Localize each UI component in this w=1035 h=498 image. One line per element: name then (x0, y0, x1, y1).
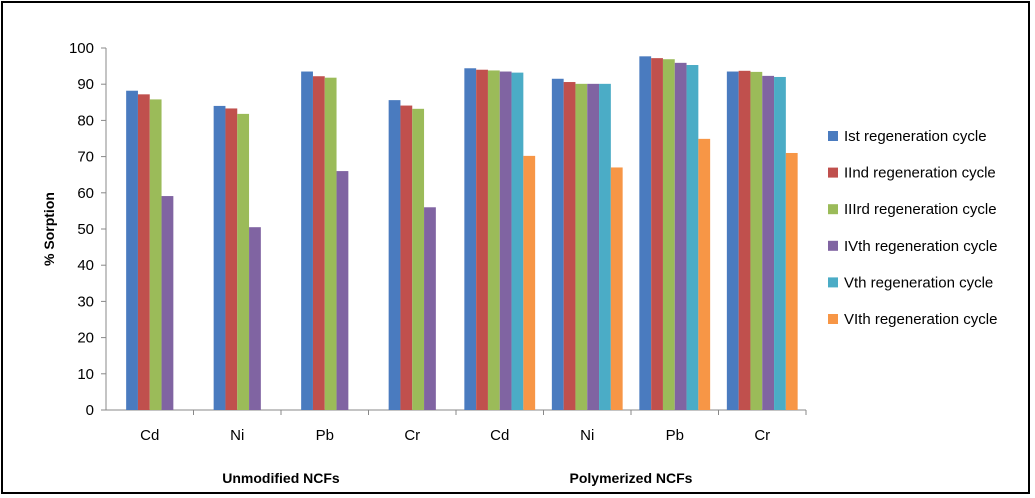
bar-series-1 (126, 90, 138, 410)
bar-series-1 (213, 105, 226, 411)
bar-series-3 (662, 59, 675, 411)
x-tick-label: Pb (666, 427, 684, 444)
legend-swatch (828, 314, 838, 324)
bar-series-4 (587, 83, 600, 410)
bar-series-1 (388, 100, 401, 411)
bar-series-4 (336, 171, 349, 410)
x-tick-label: Pb (316, 427, 334, 444)
legend-label: IVth regeneration cycle (844, 238, 997, 255)
legend-swatch (828, 131, 838, 141)
bar-series-1 (726, 71, 739, 410)
bar-series-3 (750, 71, 763, 410)
x-tick-label: Ni (580, 427, 594, 444)
bar-series-4 (762, 75, 775, 411)
bar-series-5 (511, 72, 524, 410)
legend-label: VIth regeneration cycle (844, 311, 997, 328)
bar-series-2 (137, 94, 150, 410)
y-tick-label: 10 (77, 366, 94, 383)
bar-series-3 (149, 99, 162, 411)
bar-series-2 (651, 58, 663, 411)
bar-series-1 (464, 68, 477, 410)
y-axis-ticks: 0 10 20 30 40 50 60 70 80 90 100 (69, 40, 106, 419)
bar-series-1 (551, 78, 564, 411)
legend: Ist regeneration cycle IInd regeneration … (828, 128, 997, 328)
bar-series-5 (599, 83, 611, 410)
bar-series-1 (639, 56, 652, 411)
legend-swatch (828, 167, 838, 178)
legend-label: Vth regeneration cycle (844, 274, 993, 291)
x-group-label: Unmodified NCFs (222, 470, 340, 486)
bar-series-4 (674, 62, 687, 410)
bar-series-2 (225, 108, 238, 410)
bar-series-6 (785, 152, 798, 411)
y-tick-label: 100 (69, 40, 94, 57)
y-axis-title: % Sorption (41, 192, 57, 266)
y-tick-label: 30 (77, 293, 94, 310)
legend-swatch (828, 240, 838, 251)
x-axis-category-labels: Cd Ni Pb Cr Cd Ni Pb Cr (140, 410, 807, 444)
y-tick-label: 40 (77, 257, 94, 274)
bar-series-2 (312, 76, 325, 411)
bar-series-3 (575, 83, 588, 410)
y-tick-label: 80 (77, 112, 94, 129)
bar-series-3 (324, 77, 337, 411)
x-group-label: Polymerized NCFs (570, 470, 693, 486)
x-axis-group-labels: Unmodified NCFs Polymerized NCFs (222, 470, 692, 486)
bar-series-1 (301, 71, 313, 410)
bar-series-3 (487, 70, 500, 410)
bar-series-2 (563, 82, 576, 410)
legend-swatch (828, 277, 838, 288)
bar-series-4 (161, 196, 174, 410)
legend-label: IInd regeneration cycle (844, 165, 996, 182)
y-tick-label: 90 (77, 76, 94, 93)
x-tick-label: Ni (230, 427, 244, 444)
x-tick-label: Cr (754, 427, 770, 444)
x-tick-label: Cd (140, 427, 159, 444)
bar-series-3 (237, 113, 250, 410)
bar-series-2 (400, 105, 413, 411)
bar-series-2 (476, 69, 488, 410)
bar-series-4 (499, 71, 512, 410)
y-tick-label: 0 (86, 402, 94, 419)
bar-series-5 (774, 76, 786, 411)
y-tick-label: 60 (77, 185, 94, 202)
x-tick-label: Cd (490, 427, 509, 444)
y-tick-label: 50 (77, 221, 94, 238)
legend-label: IIIrd regeneration cycle (844, 201, 997, 218)
bar-series-4 (424, 207, 436, 410)
legend-label: Ist regeneration cycle (844, 128, 987, 145)
y-tick-label: 70 (77, 149, 94, 166)
y-tick-label: 20 (77, 330, 94, 347)
bar-series-6 (698, 138, 711, 410)
bar-series-5 (686, 65, 699, 410)
bar-series-4 (249, 227, 261, 410)
bar-series-6 (610, 167, 623, 410)
bar-series-6 (523, 155, 536, 410)
bar-series-3 (412, 108, 425, 410)
legend-swatch (828, 204, 838, 215)
x-tick-label: Cr (404, 427, 420, 444)
bar-series-2 (738, 70, 751, 410)
bars (126, 56, 798, 411)
